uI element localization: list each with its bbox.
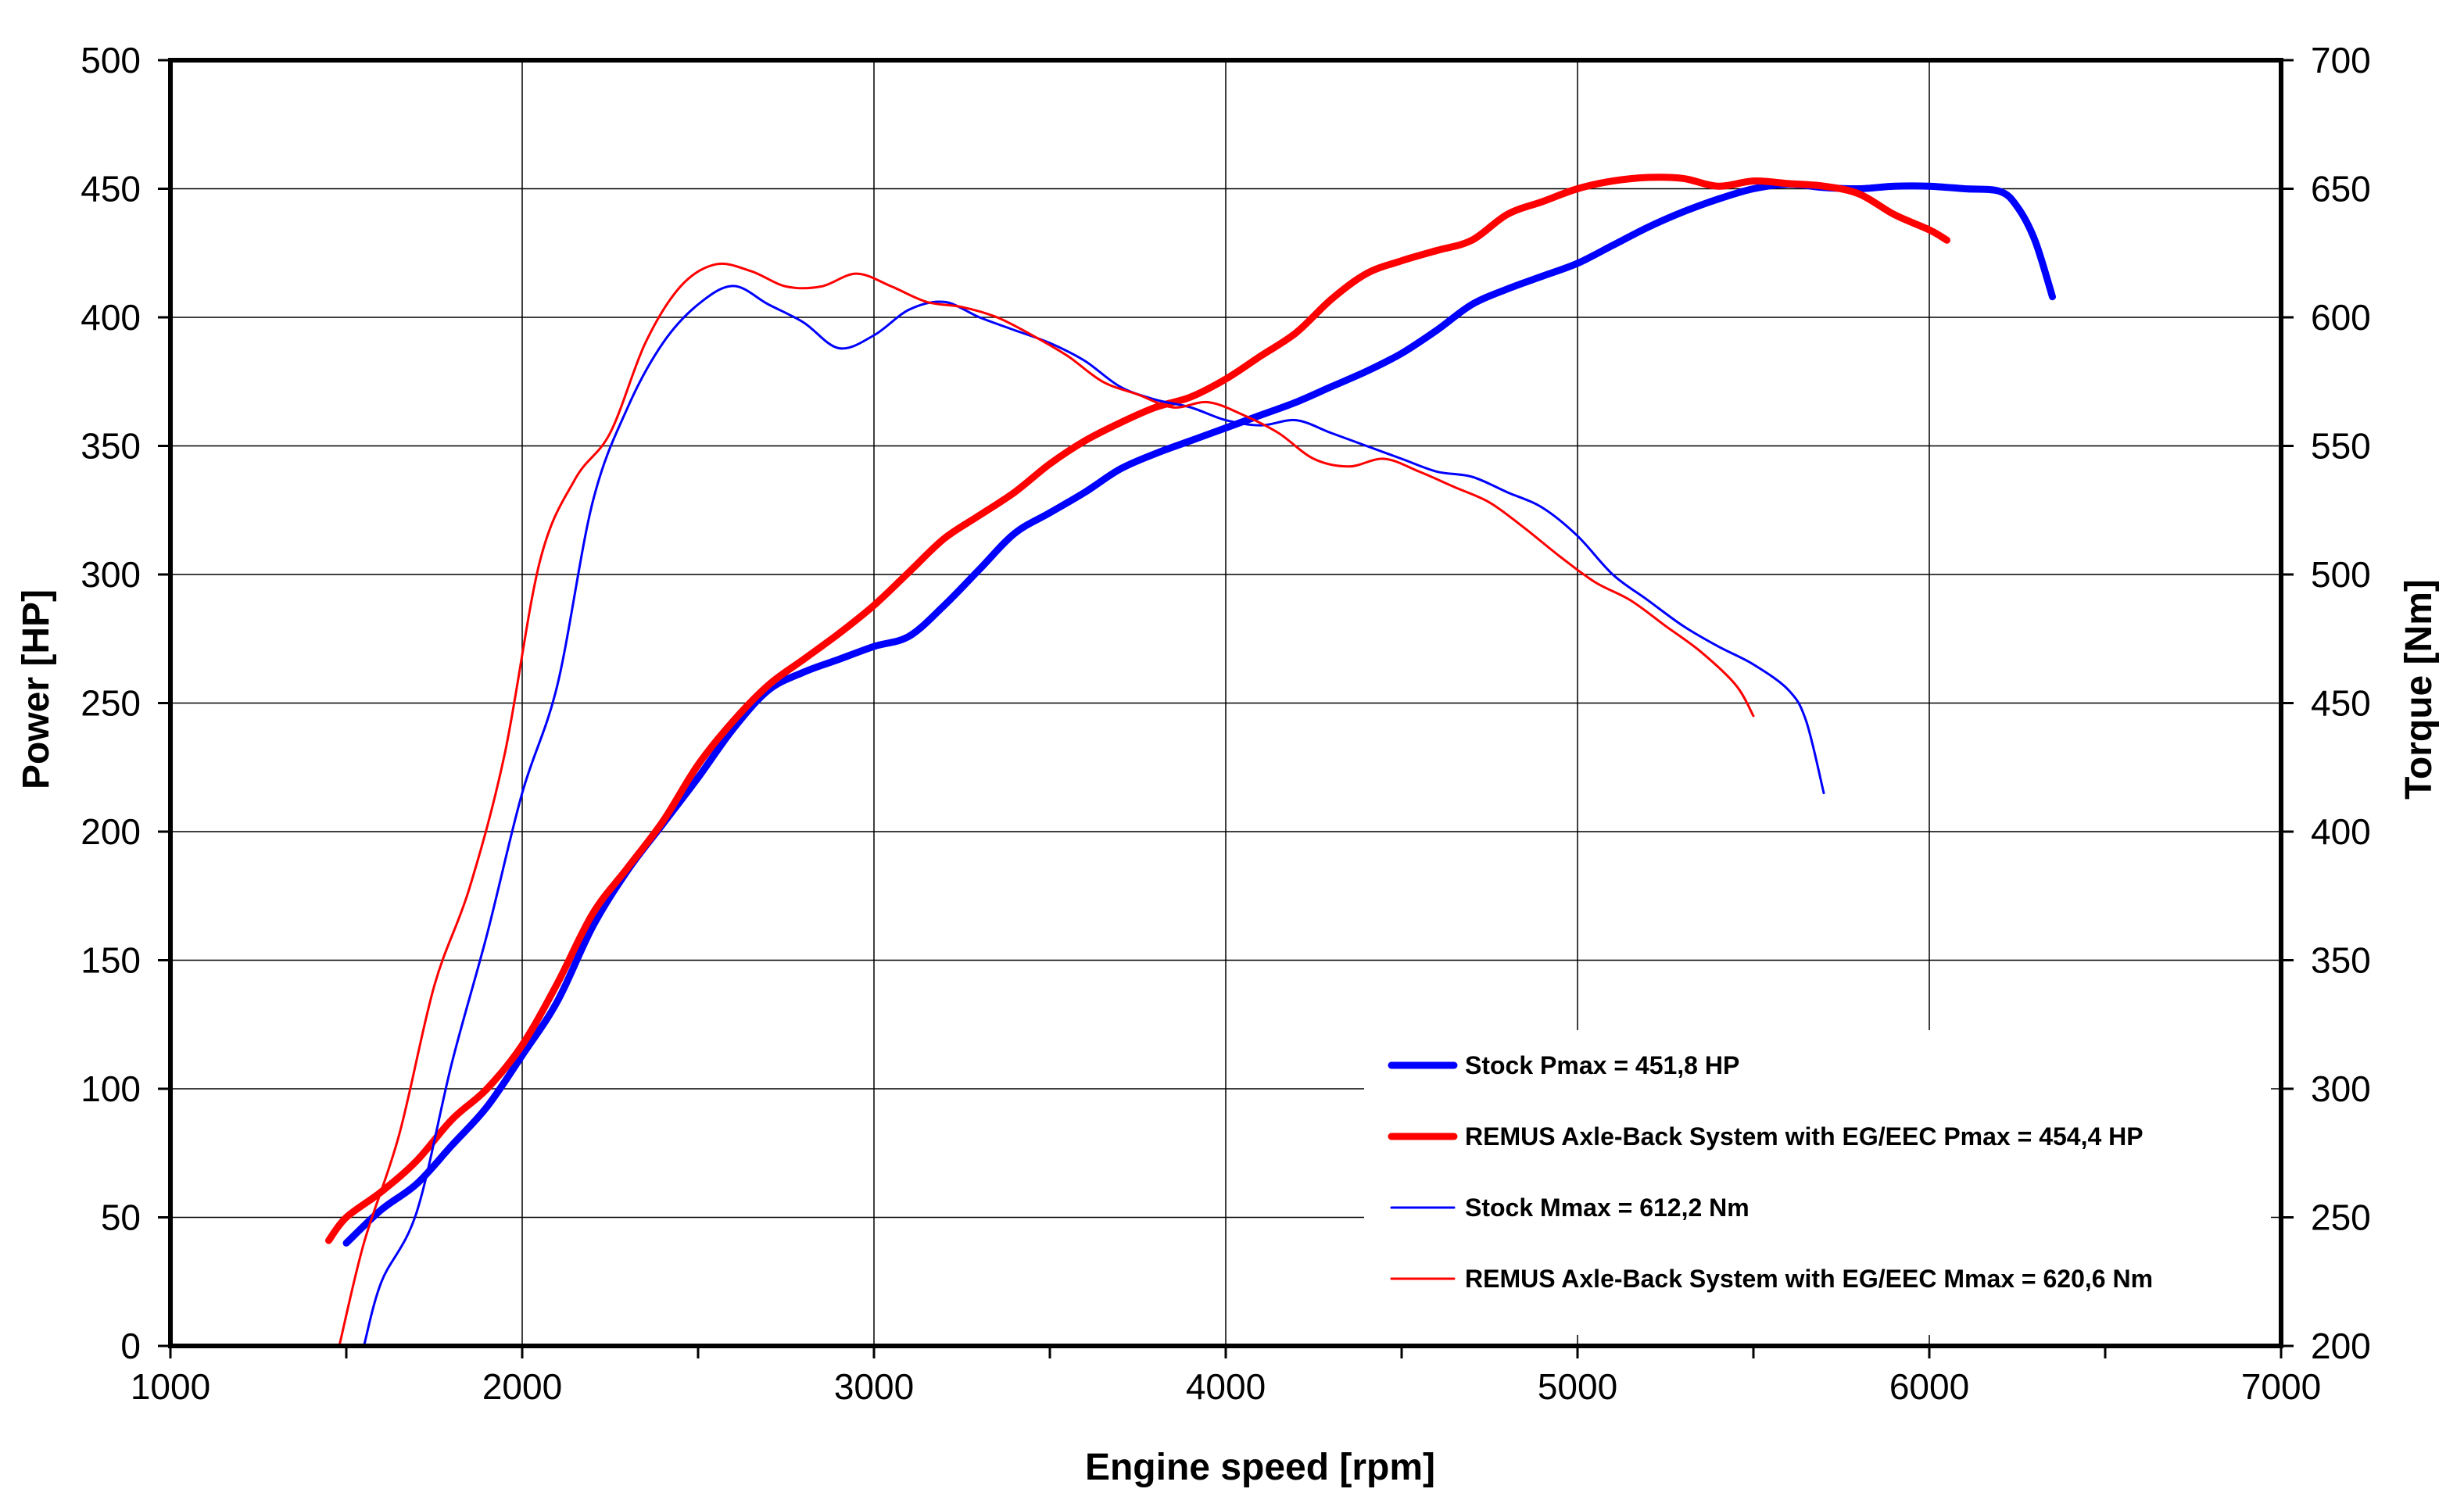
y-tick-label: 450 [81,169,141,209]
y2-tick-label: 350 [2311,940,2371,981]
x-tick-label: 3000 [834,1366,914,1407]
legend: Stock Pmax = 451,8 HP REMUS Axle-Back Sys… [1364,1030,2271,1335]
y-tick-label: 350 [81,426,141,467]
y2-tick-label: 250 [2311,1197,2371,1238]
legend-label-3: Stock Mmax = 612,2 Nm [1465,1194,1750,1222]
x-tick-label: 2000 [482,1366,562,1407]
x-tick-label: 5000 [1538,1366,1617,1407]
legend-box [1364,1030,2271,1335]
y2-tick-label: 400 [2311,811,2371,852]
series-layer [325,174,2056,1347]
y2-tick-label: 600 [2311,297,2371,338]
y-tick-label: 50 [101,1197,141,1238]
tick-labels: 1000 2000 3000 4000 5000 6000 7000 0 50 100 150 200… [81,40,2371,1407]
x-tick-label: 6000 [1889,1366,1969,1407]
y-tick-label: 400 [81,297,141,338]
x-tick-label: 7000 [2241,1366,2321,1407]
y2-tick-label: 700 [2311,40,2371,81]
y-axis-title: Power [HP] [16,589,57,789]
y2-axis-title: Torque [Nm] [2398,579,2440,800]
y2-tick-label: 450 [2311,683,2371,724]
y-tick-label: 250 [81,683,141,724]
series-line-4 [338,262,1755,1347]
y-tick-label: 500 [81,40,141,81]
y2-tick-label: 200 [2311,1326,2371,1366]
legend-label-2: REMUS Axle-Back System with EG/EEC Pmax … [1465,1122,2143,1151]
y2-tick-label: 650 [2311,169,2371,209]
x-axis-title: Engine speed [rpm] [1085,1447,1435,1488]
y2-tick-label: 550 [2311,426,2371,467]
series-line-2 [325,174,1950,1244]
y2-tick-label: 500 [2311,554,2371,595]
y-tick-label: 100 [81,1068,141,1109]
legend-label-4: REMUS Axle-Back System with EG/EEC Mmax … [1465,1265,2153,1293]
x-tick-label: 1000 [131,1366,210,1407]
legend-label-1: Stock Pmax = 451,8 HP [1465,1051,1739,1079]
ticks [158,59,2294,1358]
x-tick-label: 4000 [1186,1366,1266,1407]
y-tick-label: 200 [81,811,141,852]
y-tick-label: 300 [81,554,141,595]
y-tick-label: 0 [120,1326,141,1366]
y2-tick-label: 300 [2311,1068,2371,1109]
series-line-3 [363,285,1825,1347]
y-tick-label: 150 [81,940,141,981]
